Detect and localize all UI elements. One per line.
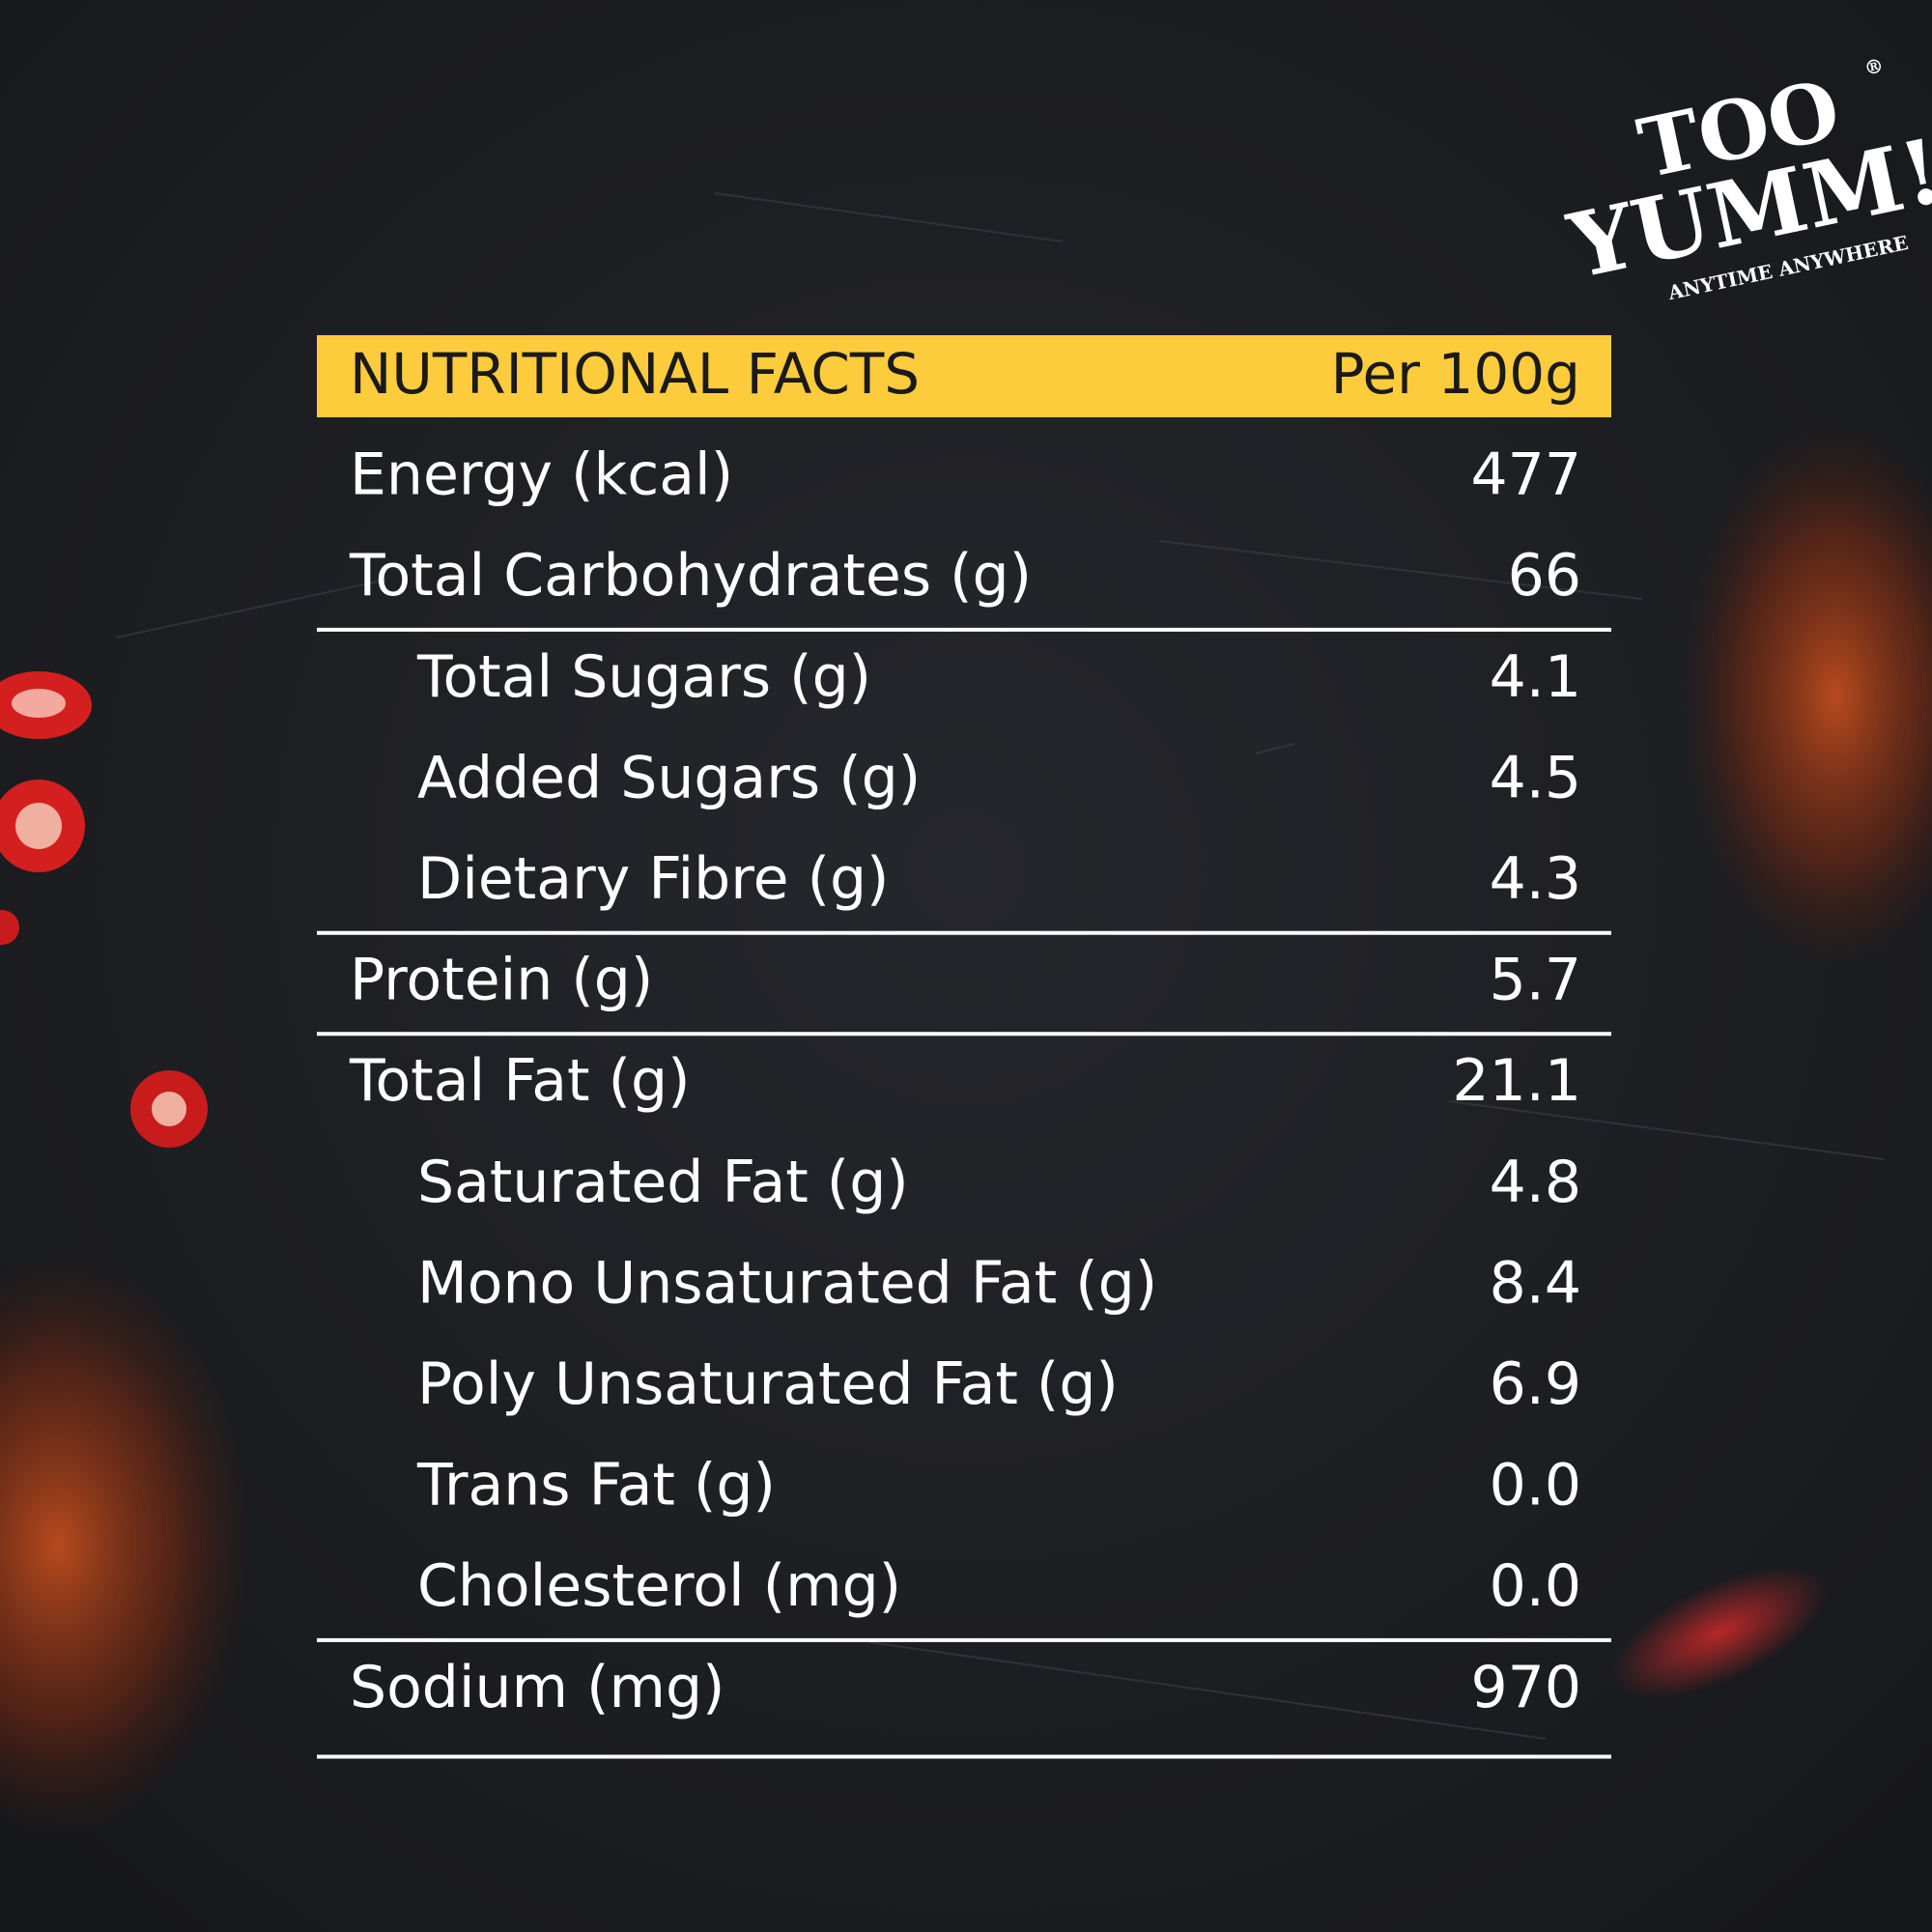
row-value: 4.3 [1490, 845, 1581, 913]
row-label: Protein (g) [350, 947, 653, 1014]
row-label: Total Fat (g) [349, 1047, 690, 1115]
row-value: 5.7 [1490, 947, 1581, 1014]
scratches [115, 192, 1885, 1740]
row-value: 970 [1470, 1654, 1581, 1721]
blurred-chili [1612, 1566, 1827, 1699]
row-label: Total Carbohydrates (g) [349, 542, 1032, 610]
row-value: 477 [1470, 441, 1581, 509]
row-value: 0.0 [1490, 1552, 1581, 1620]
row-value: 4.1 [1490, 643, 1581, 711]
spice-pile [1681, 425, 1932, 966]
row-label: Cholesterol (mg) [417, 1552, 901, 1620]
row-value: 6.9 [1490, 1350, 1581, 1418]
row-value: 8.4 [1490, 1249, 1581, 1317]
spice-pile [0, 1256, 251, 1835]
row-label: Added Sugars (g) [417, 744, 921, 811]
row-value: 4.5 [1490, 744, 1581, 811]
row-value: 66 [1508, 542, 1581, 610]
row-label: Poly Unsaturated Fat (g) [417, 1350, 1119, 1418]
row-label: Sodium (mg) [350, 1654, 724, 1721]
chili-slices [0, 671, 208, 1148]
row-value: 0.0 [1490, 1452, 1581, 1520]
row-label: Total Sugars (g) [416, 643, 871, 711]
header-unit: Per 100g [1331, 341, 1580, 407]
header-title: NUTRITIONAL FACTS [350, 341, 920, 407]
row-value: 21.1 [1452, 1047, 1581, 1115]
row-label: Energy (kcal) [350, 441, 733, 509]
row-label: Saturated Fat (g) [417, 1149, 909, 1216]
header-bar [317, 335, 1611, 417]
row-label: Dietary Fibre (g) [417, 845, 889, 913]
row-value: 4.8 [1490, 1149, 1581, 1216]
row-label: Mono Unsaturated Fat (g) [417, 1249, 1157, 1317]
logo-registered: ® [1862, 53, 1887, 80]
row-label: Trans Fat (g) [416, 1452, 776, 1520]
